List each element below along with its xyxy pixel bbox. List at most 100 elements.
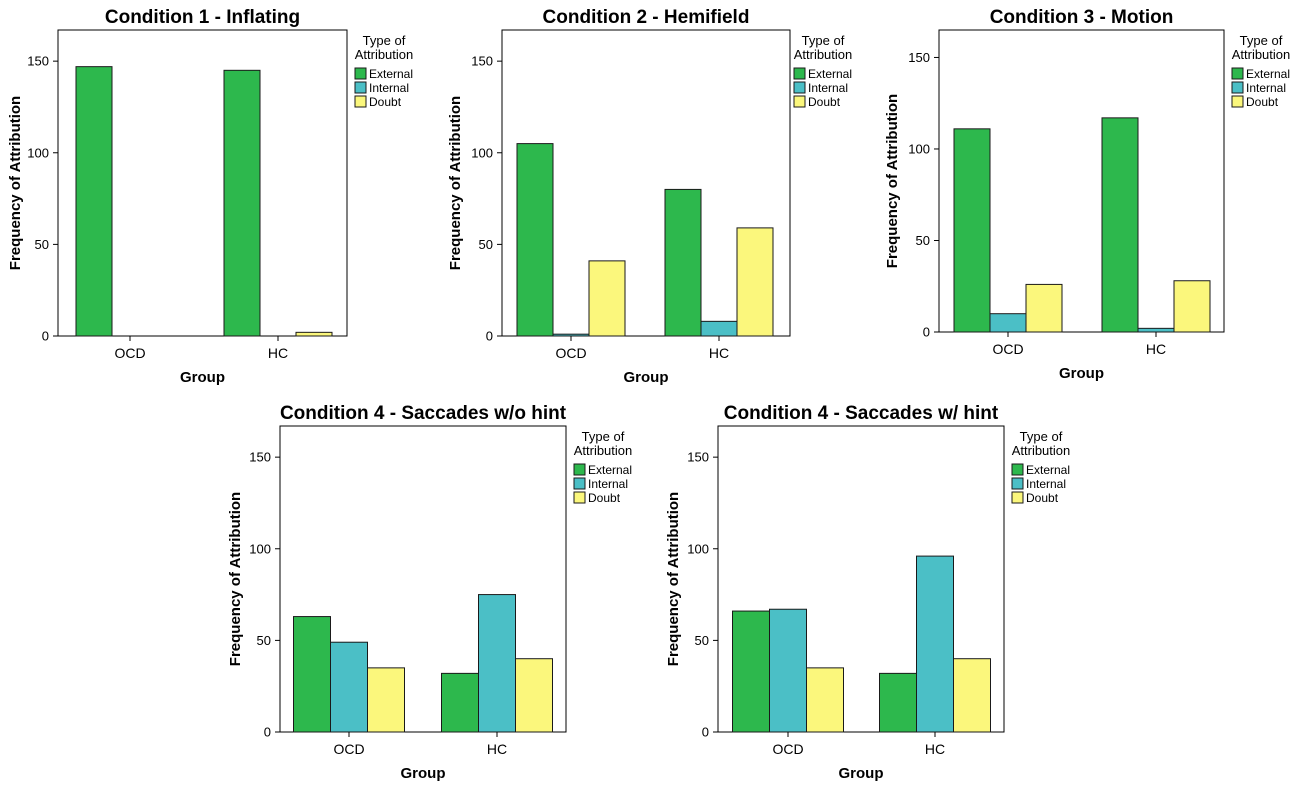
- y-tick-label: 0: [42, 329, 49, 344]
- chart-panel-5: Condition 4 - Saccades w/ hint 0 50 100 150 F…: [665, 403, 1070, 782]
- legend-label-doubt: Doubt: [1246, 95, 1279, 109]
- x-axis-title: Group: [624, 369, 669, 386]
- bar-doubt-ocd: [588, 260, 626, 337]
- y-tick-label: 0: [486, 329, 493, 344]
- bar-doubt-ocd: [367, 667, 405, 733]
- legend-label-internal: Internal: [1246, 81, 1286, 95]
- x-tick-label: OCD: [555, 345, 586, 361]
- legend-label-doubt: Doubt: [369, 95, 402, 109]
- chart-panel-3: Condition 3 - Motion 0 50 100 150 Frequency o…: [884, 7, 1290, 382]
- y-tick-label: 100: [27, 145, 49, 160]
- legend-swatch-doubt: [793, 95, 806, 108]
- bar-internal-ocd: [989, 313, 1027, 333]
- legend-label-external: External: [588, 463, 632, 477]
- chart-panel-1: Condition 1 - Inflating 0 50 100 150 Frequenc…: [7, 7, 413, 386]
- legend-label-doubt: Doubt: [1026, 491, 1059, 505]
- y-tick-label: 0: [702, 725, 709, 740]
- chart-title: Condition 3 - Motion: [990, 7, 1174, 28]
- x-tick-label: OCD: [772, 741, 803, 757]
- bar-internal-ocd: [769, 608, 807, 733]
- legend-swatch-external: [354, 67, 367, 80]
- bar-internal-hc: [916, 555, 954, 733]
- plot-frame: [938, 29, 1225, 333]
- x-tick-label: HC: [268, 345, 288, 361]
- legend-title: Type of Attribution: [355, 33, 414, 62]
- bar-doubt-hc: [295, 331, 333, 337]
- legend-label-doubt: Doubt: [588, 491, 621, 505]
- bar-external-ocd: [953, 128, 991, 333]
- legend-title: Type of Attribution: [1232, 33, 1291, 62]
- bar-external-hc: [441, 672, 479, 733]
- legend-title: Type of Attribution: [574, 429, 633, 458]
- legend-label-internal: Internal: [588, 477, 628, 491]
- bar-external-ocd: [732, 610, 770, 733]
- legend-label-internal: Internal: [1026, 477, 1066, 491]
- legend-swatch-internal: [1011, 477, 1024, 490]
- y-axis-title: Frequency of Attribution: [884, 94, 901, 268]
- x-tick-label: HC: [487, 741, 507, 757]
- y-axis-title: Frequency of Attribution: [227, 492, 244, 666]
- y-tick-label: 50: [257, 633, 271, 648]
- legend-label-doubt: Doubt: [808, 95, 841, 109]
- bar-internal-hc: [700, 320, 738, 337]
- legend-swatch-external: [573, 463, 586, 476]
- legend-swatch-external: [793, 67, 806, 80]
- bar-internal-ocd: [330, 641, 368, 733]
- legend-swatch-internal: [793, 81, 806, 94]
- chart-title: Condition 4 - Saccades w/ hint: [724, 403, 999, 424]
- y-axis-title: Frequency of Attribution: [7, 96, 24, 270]
- y-tick-label: 100: [908, 141, 930, 156]
- legend-label-internal: Internal: [369, 81, 409, 95]
- y-axis-title: Frequency of Attribution: [447, 96, 464, 270]
- legend-swatch-external: [1231, 67, 1244, 80]
- legend-swatch-external: [1011, 463, 1024, 476]
- y-tick-label: 150: [249, 450, 271, 465]
- bar-external-hc: [1101, 117, 1139, 333]
- y-tick-label: 0: [923, 325, 930, 340]
- bar-external-ocd: [293, 616, 331, 733]
- x-axis-title: Group: [839, 765, 884, 782]
- x-axis-title: Group: [401, 765, 446, 782]
- chart-panel-2: Condition 2 - Hemifield 0 50 100 150 Frequenc…: [447, 7, 852, 386]
- y-axis-title: Frequency of Attribution: [665, 492, 682, 666]
- y-tick-label: 100: [471, 145, 493, 160]
- legend-swatch-internal: [573, 477, 586, 490]
- plot-frame: [717, 425, 1005, 733]
- y-tick-label: 50: [916, 233, 930, 248]
- y-tick-label: 100: [687, 541, 709, 556]
- bar-external-ocd: [75, 66, 113, 337]
- legend-label-external: External: [808, 67, 852, 81]
- chart-title: Condition 1 - Inflating: [105, 7, 300, 28]
- plot-frame: [501, 29, 791, 337]
- chart-title: Condition 4 - Saccades w/o hint: [280, 403, 567, 424]
- x-tick-label: OCD: [333, 741, 364, 757]
- x-tick-label: HC: [709, 345, 729, 361]
- legend-swatch-doubt: [354, 95, 367, 108]
- bar-doubt-hc: [953, 658, 991, 733]
- bar-doubt-ocd: [1025, 283, 1063, 333]
- plot-frame: [57, 29, 348, 337]
- y-tick-label: 50: [695, 633, 709, 648]
- legend-label-external: External: [1246, 67, 1290, 81]
- bar-internal-hc: [1137, 327, 1175, 333]
- x-tick-label: HC: [1146, 341, 1166, 357]
- bar-doubt-hc: [736, 227, 774, 337]
- legend-swatch-internal: [354, 81, 367, 94]
- legend-label-external: External: [369, 67, 413, 81]
- y-tick-label: 50: [479, 237, 493, 252]
- y-tick-label: 50: [35, 237, 49, 252]
- y-tick-label: 100: [249, 541, 271, 556]
- y-tick-label: 0: [264, 725, 271, 740]
- x-tick-label: HC: [925, 741, 945, 757]
- bar-doubt-hc: [1173, 280, 1211, 333]
- y-tick-label: 150: [471, 54, 493, 69]
- y-tick-label: 150: [908, 50, 930, 65]
- legend-swatch-doubt: [573, 491, 586, 504]
- bar-external-hc: [223, 69, 261, 337]
